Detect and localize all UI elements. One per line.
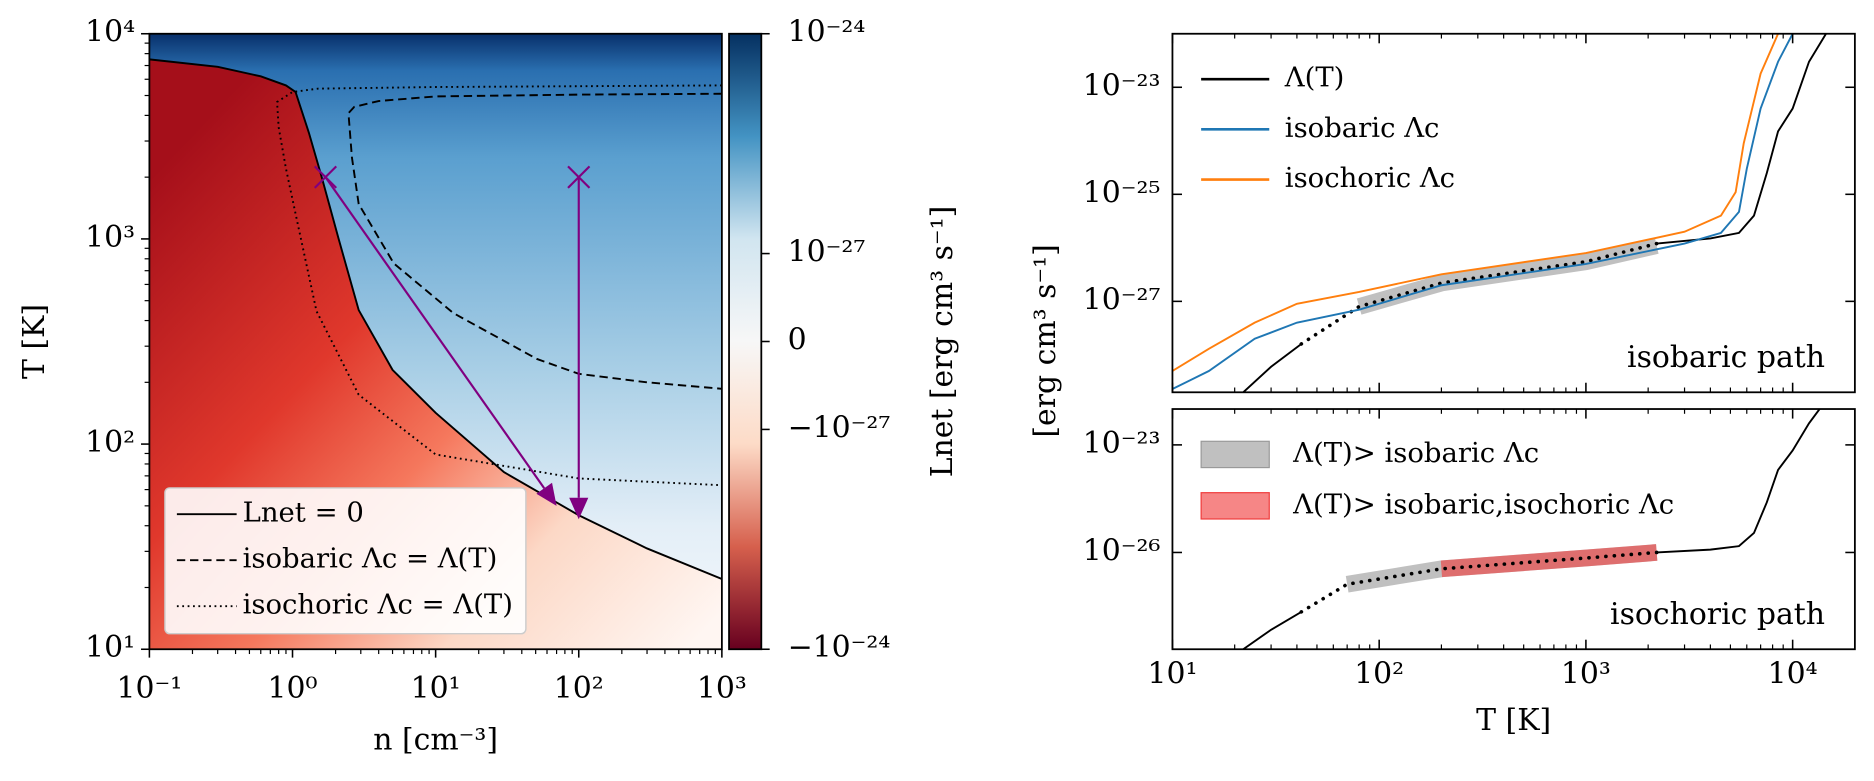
x-tick-label: 10⁰ [268, 671, 318, 706]
annotation: isochoric path [1610, 597, 1825, 632]
line-3 [1172, 33, 1779, 372]
plot-frame [148, 32, 723, 651]
legend-label: Λ(T)> isobaric,isochoric Λc [1292, 488, 1674, 520]
colorbar-label: Lnet [erg cm³ s⁻¹] [925, 206, 960, 478]
colorbar-tick-label: −10⁻²⁷ [788, 410, 891, 445]
legend-label: isochoric Λc = Λ(T) [243, 589, 513, 621]
y-tick-label: 10⁻²⁵ [1083, 175, 1161, 210]
x-marker [313, 165, 338, 189]
x-axis-label: n [cm⁻³] [373, 722, 498, 757]
line-1 [347, 92, 722, 390]
line-1 [1299, 241, 1659, 346]
legend-patch [1200, 492, 1270, 520]
legend-patch [1200, 440, 1270, 469]
legend-label: isobaric Λc = Λ(T) [243, 543, 498, 575]
x-tick-label: 10¹ [1147, 657, 1197, 692]
y-tick-label: 10² [85, 425, 135, 460]
x-tick-label: 10³ [697, 671, 747, 706]
y-tick-label: 10⁻²⁶ [1083, 533, 1161, 568]
y-tick-label: 10¹ [85, 630, 135, 665]
line-1 [1299, 550, 1659, 614]
y-tick-label: 10⁻²⁷ [1083, 282, 1161, 317]
y-axis-label: T [K] [17, 304, 52, 379]
arrow [324, 176, 557, 506]
arrow-head [569, 497, 589, 520]
arrow-head [536, 482, 557, 506]
legend-label: isobaric Λc [1285, 112, 1440, 144]
x-tick-label: 10⁴ [1768, 657, 1818, 692]
x-tick-label: 10² [554, 671, 604, 706]
colorbar-tick-label: −10⁻²⁴ [788, 630, 891, 665]
colorbar [728, 32, 763, 651]
legend-label: Λ(T)> isobaric Λc [1292, 437, 1539, 469]
y-tick-label: 10⁻²³ [1083, 68, 1161, 103]
line-0 [1242, 33, 1827, 393]
annotation: isobaric path [1627, 340, 1825, 375]
colorbar-tick-label: 10⁻²⁷ [788, 235, 866, 270]
y-tick-label: 10³ [85, 220, 135, 255]
x-marker [567, 165, 591, 189]
line-0 [1242, 409, 1821, 650]
y-tick-label: 10⁴ [85, 15, 135, 50]
plot-frame [1171, 32, 1856, 394]
arrow-shaft [324, 176, 546, 489]
legend-box [164, 487, 527, 635]
x-tick-label: 10³ [1561, 657, 1611, 692]
colorbar-tick-label: 10⁻²⁴ [788, 15, 866, 50]
x-tick-label: 10¹ [411, 671, 461, 706]
x-marker-stroke [567, 165, 591, 189]
x-axis-label: T [K] [1476, 703, 1551, 738]
x-marker-stroke [313, 165, 338, 189]
line-2 [1172, 33, 1794, 390]
y-tick-label: 10⁻²³ [1083, 426, 1161, 461]
legend-label: Λ(T) [1284, 62, 1345, 94]
legend-label: Lnet = 0 [243, 497, 364, 529]
line-2 [276, 84, 722, 487]
y-axis-label: [erg cm³ s⁻¹] [1028, 244, 1063, 437]
colorbar-tick-label: 0 [788, 322, 807, 357]
legend-label: isochoric Λc [1285, 162, 1455, 194]
x-tick-label: 10⁻¹ [117, 671, 183, 706]
arrow [569, 177, 589, 520]
x-tick-label: 10² [1354, 657, 1404, 692]
plot-frame [1171, 408, 1856, 651]
